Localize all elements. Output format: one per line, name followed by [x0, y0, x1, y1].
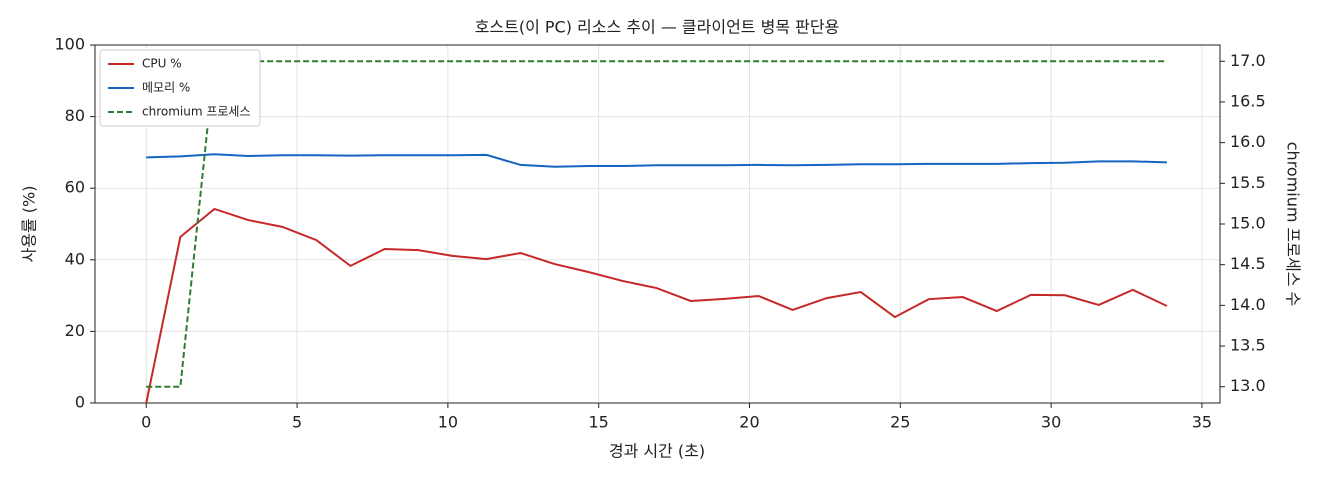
- legend: CPU % 메모리 % chromium 프로세스: [99, 49, 261, 127]
- y2-tick-label: 17.0: [1230, 51, 1266, 70]
- x-tick-label: 20: [739, 413, 759, 432]
- y2-tick-label: 15.5: [1230, 173, 1266, 192]
- y-tick-label: 20: [65, 321, 85, 340]
- y-axis-label: 사용률 (%): [20, 186, 39, 263]
- y2-tick-label: 13.5: [1230, 336, 1266, 355]
- y2-tick-label: 14.5: [1230, 254, 1266, 273]
- x-tick-label: 10: [438, 413, 458, 432]
- legend-label: chromium 프로세스: [142, 105, 251, 119]
- y2-axis-label: chromium 프로세스 수: [1284, 142, 1303, 306]
- x-tick-label: 0: [141, 413, 151, 432]
- y2-tick-label: 13.0: [1230, 376, 1266, 395]
- legend-label: CPU %: [142, 57, 182, 71]
- x-tick-label: 25: [890, 413, 910, 432]
- y-tick-label: 60: [65, 178, 85, 197]
- legend-label: 메모리 %: [142, 81, 190, 95]
- y2-tick-label: 15.0: [1230, 214, 1266, 233]
- x-tick-label: 35: [1192, 413, 1212, 432]
- y-tick-label: 0: [75, 393, 85, 412]
- x-tick-label: 5: [292, 413, 302, 432]
- y-tick-label: 40: [65, 249, 85, 268]
- x-tick-label: 30: [1041, 413, 1061, 432]
- series-line: [146, 153, 1167, 168]
- series-line: [146, 60, 1167, 388]
- series-line: [145, 207, 1168, 404]
- chart-title: 호스트(이 PC) 리소스 추이 — 클라이언트 병목 판단용: [475, 18, 840, 37]
- legend-box: [99, 49, 261, 127]
- x-axis-label: 경과 시간 (초): [609, 442, 705, 461]
- y-tick-label: 80: [65, 106, 85, 125]
- y2-tick-label: 14.0: [1230, 295, 1266, 314]
- plot-frame: [94, 44, 1221, 404]
- y2-tick-label: 16.0: [1230, 132, 1266, 151]
- y2-tick-label: 16.5: [1230, 91, 1266, 110]
- x-tick-label: 15: [589, 413, 609, 432]
- y-tick-label: 100: [54, 35, 85, 54]
